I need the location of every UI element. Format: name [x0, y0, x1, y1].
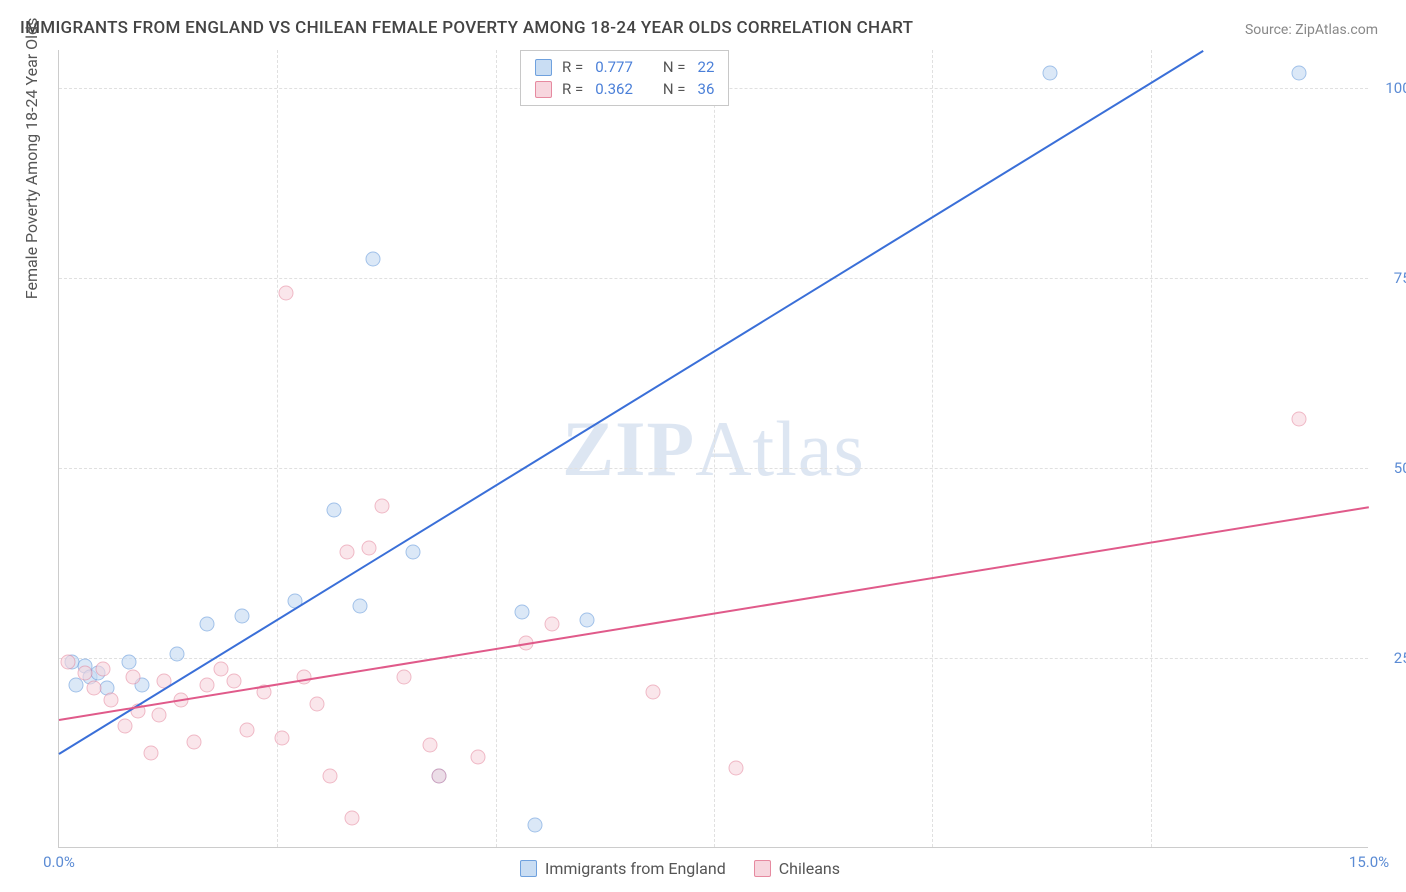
scatter-point-chileans: [645, 685, 660, 700]
stat-label-r: R =: [562, 80, 583, 98]
scatter-point-england: [405, 544, 420, 559]
swatch-chileans: [754, 860, 771, 877]
y-tick-label: 75.0%: [1394, 269, 1406, 287]
scatter-point-england: [169, 647, 184, 662]
scatter-point-chileans: [375, 499, 390, 514]
scatter-point-england: [1043, 65, 1058, 80]
scatter-point-chileans: [95, 662, 110, 677]
y-tick-label: 25.0%: [1394, 649, 1406, 667]
scatter-point-chileans: [60, 654, 75, 669]
scatter-point-england: [527, 818, 542, 833]
scatter-point-chileans: [152, 708, 167, 723]
scatter-point-chileans: [362, 540, 377, 555]
correlation-legend: R = 0.777 N = 22 R = 0.362 N = 36: [520, 50, 729, 106]
gridline-vertical: [1151, 50, 1152, 847]
stat-r-chileans: 0.362: [595, 80, 633, 98]
scatter-point-chileans: [187, 734, 202, 749]
scatter-point-chileans: [309, 696, 324, 711]
scatter-point-chileans: [431, 768, 446, 783]
scatter-point-chileans: [200, 677, 215, 692]
scatter-point-chileans: [213, 662, 228, 677]
scatter-point-england: [200, 616, 215, 631]
series-legend: Immigrants from England Chileans: [520, 859, 840, 878]
scatter-point-england: [353, 599, 368, 614]
scatter-point-chileans: [78, 666, 93, 681]
scatter-point-chileans: [279, 286, 294, 301]
scatter-point-chileans: [274, 730, 289, 745]
scatter-point-chileans: [239, 723, 254, 738]
stat-label-r: R =: [562, 58, 583, 76]
x-tick-label: 0.0%: [43, 853, 75, 871]
stat-label-n: N =: [663, 58, 686, 76]
stat-r-england: 0.777: [595, 58, 633, 76]
stat-n-chileans: 36: [698, 80, 715, 98]
scatter-point-chileans: [143, 746, 158, 761]
scatter-point-chileans: [126, 670, 141, 685]
chart-title: IMMIGRANTS FROM ENGLAND VS CHILEAN FEMAL…: [20, 18, 913, 38]
scatter-point-chileans: [117, 719, 132, 734]
source-attribution: Source: ZipAtlas.com: [1245, 22, 1378, 38]
y-tick-label: 100.0%: [1385, 79, 1406, 97]
stat-label-n: N =: [663, 80, 686, 98]
scatter-point-chileans: [728, 761, 743, 776]
gridline-vertical: [496, 50, 497, 847]
scatter-point-chileans: [86, 681, 101, 696]
legend-label-england: Immigrants from England: [545, 859, 726, 878]
scatter-point-england: [235, 609, 250, 624]
scatter-point-chileans: [104, 692, 119, 707]
scatter-point-chileans: [471, 749, 486, 764]
scatter-point-england: [121, 654, 136, 669]
scatter-point-england: [580, 613, 595, 628]
legend-item-chileans: Chileans: [754, 859, 840, 878]
legend-item-england: Immigrants from England: [520, 859, 726, 878]
scatter-point-chileans: [322, 768, 337, 783]
scatter-point-chileans: [226, 673, 241, 688]
scatter-point-england: [366, 252, 381, 267]
legend-row-chileans: R = 0.362 N = 36: [535, 78, 714, 100]
x-tick-label: 15.0%: [1349, 853, 1389, 871]
legend-row-england: R = 0.777 N = 22: [535, 56, 714, 78]
scatter-point-england: [514, 605, 529, 620]
gridline-vertical: [932, 50, 933, 847]
scatter-plot-area: ZIPAtlas 25.0%50.0%75.0%100.0%0.0%15.0%: [58, 50, 1368, 848]
stat-n-england: 22: [698, 58, 715, 76]
swatch-england: [520, 860, 537, 877]
gridline-vertical: [714, 50, 715, 847]
scatter-point-chileans: [396, 670, 411, 685]
gridline-vertical: [277, 50, 278, 847]
scatter-point-chileans: [423, 738, 438, 753]
swatch-england: [535, 59, 552, 76]
scatter-point-chileans: [545, 616, 560, 631]
y-axis-label: Female Poverty Among 18-24 Year Olds: [22, 18, 41, 300]
scatter-point-chileans: [340, 544, 355, 559]
y-tick-label: 50.0%: [1394, 459, 1406, 477]
scatter-point-england: [1292, 65, 1307, 80]
swatch-chileans: [535, 81, 552, 98]
scatter-point-chileans: [344, 810, 359, 825]
trend-line-england: [58, 50, 1203, 755]
legend-label-chileans: Chileans: [779, 859, 840, 878]
scatter-point-england: [327, 502, 342, 517]
scatter-point-chileans: [1292, 411, 1307, 426]
